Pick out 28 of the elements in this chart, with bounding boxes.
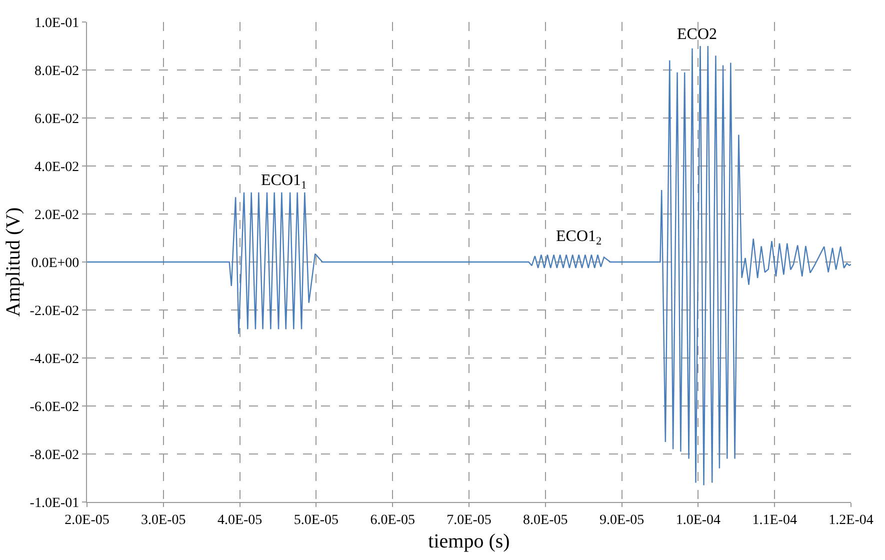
y-axis-title: Amplitud (V) [2, 207, 24, 317]
x-tick-label: 4.0E-05 [217, 512, 262, 528]
annotation: ECO2 [677, 26, 717, 43]
annotation: ECO1$_{1}$ [261, 172, 307, 192]
y-tick-label: 4.0E-02 [34, 160, 80, 175]
y-tick-label: -6.0E-02 [30, 400, 80, 415]
x-tick-label: 1.2E-04 [828, 512, 874, 528]
x-tick-label: 7.0E-05 [446, 512, 492, 528]
y-tick-label: 6.0E-02 [34, 112, 80, 127]
x-tick-label: 9.0E-05 [599, 512, 644, 528]
y-tick-label: 2.0E-02 [34, 208, 80, 223]
x-tick-label: 3.0E-05 [141, 512, 186, 528]
y-tick-label: 0.0E+00 [31, 256, 80, 271]
y-tick-label: 8.0E-02 [34, 64, 80, 79]
x-tick-label: 5.0E-05 [294, 512, 339, 528]
y-tick-label: -8.0E-02 [30, 448, 80, 463]
x-tick-label: 2.0E-05 [64, 512, 110, 528]
y-tick-label: 1.0E-01 [34, 16, 80, 31]
annotation: ECO1$_{2}$ [556, 228, 602, 248]
x-axis-title: tiempo (s) [428, 530, 510, 552]
x-tick-label: 1.0E-04 [676, 512, 721, 528]
x-tick-label: 6.0E-05 [370, 512, 415, 528]
y-tick-label: -1.0E-01 [30, 496, 80, 511]
x-tick-label: 8.0E-05 [523, 512, 568, 528]
y-tick-label: -4.0E-02 [30, 352, 80, 367]
line-series [87, 45, 851, 486]
x-tick-label: 1.1E-04 [752, 512, 797, 528]
y-tick-label: -2.0E-02 [30, 304, 80, 319]
